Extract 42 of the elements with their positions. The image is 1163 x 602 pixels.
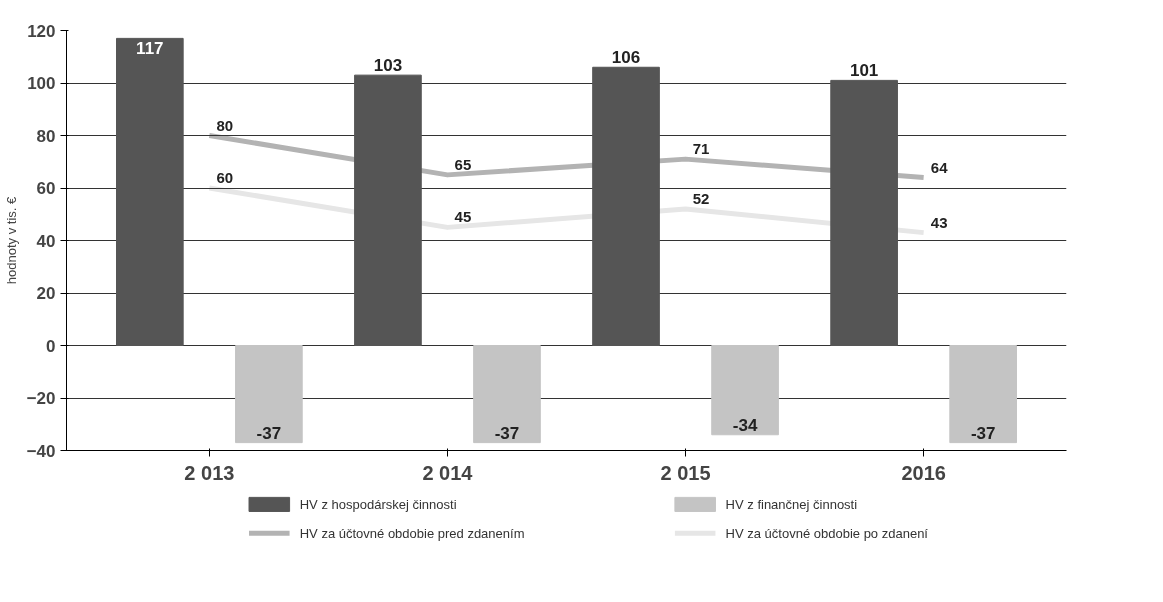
legend-label: HV z hospodárskej činnosti xyxy=(299,496,457,512)
data-label: 106 xyxy=(611,48,641,68)
y-tick-label: −40 xyxy=(26,441,56,461)
data-label: -37 xyxy=(494,423,520,443)
data-label: 45 xyxy=(454,208,472,226)
data-label: 101 xyxy=(849,61,879,81)
bar xyxy=(354,74,422,346)
x-tick-label: 2 013 xyxy=(184,461,235,484)
bar xyxy=(949,345,1017,444)
legend-label: HV za účtovné obdobie pred zdanením xyxy=(299,525,525,541)
y-tick-label: 40 xyxy=(36,231,56,251)
data-label: 60 xyxy=(216,169,234,186)
y-axis-title: hodnoty v tis. € xyxy=(3,196,19,285)
y-tick-label: 120 xyxy=(27,21,56,41)
y-tick-label: 60 xyxy=(36,179,56,198)
data-label: 103 xyxy=(373,56,403,76)
y-tick-label: 0 xyxy=(46,336,56,356)
bar xyxy=(235,345,303,444)
x-tick-label: 2 014 xyxy=(422,461,474,484)
y-tick-label: 20 xyxy=(36,284,56,303)
legend-label: HV za účtovné obdobie po zdanení xyxy=(725,525,929,541)
bar xyxy=(830,79,898,346)
bar xyxy=(592,66,660,346)
data-label: 117 xyxy=(136,39,164,59)
legend-label: HV z finančnej činnosti xyxy=(725,496,858,512)
data-label: 43 xyxy=(930,213,948,231)
data-label: -37 xyxy=(256,423,282,443)
y-tick-label: 100 xyxy=(27,74,56,93)
x-tick-label: 2016 xyxy=(901,461,946,484)
data-label: 71 xyxy=(692,140,710,158)
bar xyxy=(473,345,541,444)
data-label: 52 xyxy=(692,190,710,207)
y-tick-label: −20 xyxy=(26,389,56,408)
data-label: 65 xyxy=(454,155,472,173)
x-tick-label: 2 015 xyxy=(660,461,711,484)
y-tick-label: 80 xyxy=(36,126,56,146)
bar xyxy=(711,345,779,436)
bar xyxy=(116,37,184,346)
data-label: -34 xyxy=(732,415,758,435)
data-label: -37 xyxy=(970,423,996,443)
data-label: 64 xyxy=(930,158,949,176)
data-label: 80 xyxy=(216,116,234,134)
